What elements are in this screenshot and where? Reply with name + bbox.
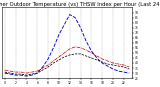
- Title: Milwaukee Weather Outdoor Temperature (vs) THSW Index per Hour (Last 24 Hours): Milwaukee Weather Outdoor Temperature (v…: [0, 2, 160, 7]
